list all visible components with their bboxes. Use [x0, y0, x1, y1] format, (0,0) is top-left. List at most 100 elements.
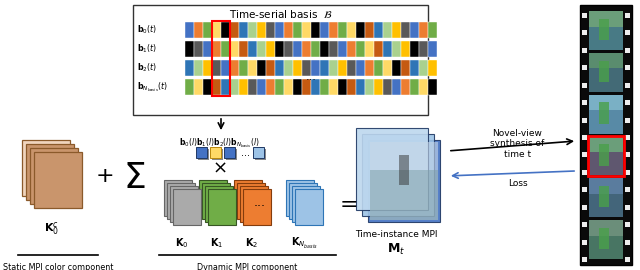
Bar — [362, 134, 434, 216]
Bar — [230, 22, 239, 38]
Bar — [257, 41, 266, 57]
Bar — [582, 83, 587, 88]
Bar — [589, 220, 623, 259]
Bar — [257, 22, 266, 38]
Bar — [311, 22, 320, 38]
Text: Loss: Loss — [508, 179, 527, 188]
Bar — [185, 60, 194, 76]
Bar — [582, 100, 587, 105]
Bar — [625, 100, 630, 105]
Text: $\mathbf{K}_{N_{basis}}$: $\mathbf{K}_{N_{basis}}$ — [291, 236, 317, 251]
Bar — [582, 13, 587, 18]
Bar — [224, 147, 235, 158]
Bar — [167, 183, 195, 219]
Text: $\mathbf{b}_{N_{basis}}(t)$: $\mathbf{b}_{N_{basis}}(t)$ — [137, 80, 168, 94]
Bar — [392, 79, 401, 95]
Bar — [410, 60, 419, 76]
Text: Dynamic MPI component: Dynamic MPI component — [197, 263, 298, 270]
Bar — [589, 26, 623, 50]
Bar — [338, 79, 347, 95]
Bar — [311, 60, 320, 76]
Bar — [368, 140, 440, 222]
Bar — [185, 41, 194, 57]
Bar — [266, 79, 275, 95]
Bar — [625, 222, 630, 227]
Bar — [302, 79, 311, 95]
Bar — [275, 22, 284, 38]
Text: $\mathbf{K}_0$: $\mathbf{K}_0$ — [175, 236, 189, 250]
Bar — [392, 60, 401, 76]
Bar — [248, 79, 257, 95]
Bar — [240, 186, 268, 222]
Bar — [311, 41, 320, 57]
Bar — [248, 41, 257, 57]
Bar — [625, 117, 630, 123]
Bar — [365, 79, 374, 95]
Bar — [589, 68, 623, 92]
Bar — [428, 60, 437, 76]
Bar — [599, 19, 609, 40]
Bar — [194, 41, 203, 57]
Text: $\mathbf{b}_1(t)$: $\mathbf{b}_1(t)$ — [137, 43, 157, 55]
Text: Static MPI color component: Static MPI color component — [3, 263, 113, 270]
Bar — [401, 22, 410, 38]
Bar — [248, 22, 257, 38]
Bar — [625, 13, 630, 18]
Bar — [212, 41, 221, 57]
Bar — [164, 180, 192, 216]
Bar — [243, 189, 271, 225]
Bar — [374, 60, 383, 76]
Bar — [208, 189, 236, 225]
Bar — [410, 22, 419, 38]
Bar — [625, 48, 630, 53]
Bar — [302, 22, 311, 38]
Bar — [599, 102, 609, 124]
Text: $\mathbf{M}_t$: $\mathbf{M}_t$ — [387, 242, 405, 257]
Bar — [338, 41, 347, 57]
Bar — [582, 205, 587, 210]
Bar — [292, 186, 320, 222]
Bar — [599, 228, 609, 249]
Bar — [347, 41, 356, 57]
Bar — [239, 22, 248, 38]
Text: ...: ... — [241, 147, 250, 157]
Bar — [293, 60, 302, 76]
Bar — [202, 183, 230, 219]
Bar — [589, 152, 623, 175]
Bar — [582, 257, 587, 262]
Bar — [293, 22, 302, 38]
Bar — [203, 41, 212, 57]
Bar — [212, 21, 230, 96]
Text: $=$: $=$ — [335, 193, 357, 213]
Bar — [253, 147, 264, 158]
Bar — [289, 183, 317, 219]
Bar — [255, 149, 266, 160]
Text: ...: ... — [254, 197, 266, 210]
Bar — [625, 83, 630, 88]
Bar — [210, 147, 221, 158]
Bar — [401, 60, 410, 76]
Text: $\mathbf{b}_0(l)\mathbf{b}_1(l)\mathbf{b}_2(l)\mathbf{b}_{N_{basis}}(l)$: $\mathbf{b}_0(l)\mathbf{b}_1(l)\mathbf{b… — [179, 136, 259, 150]
Text: Time-serial basis  $\mathcal{B}$: Time-serial basis $\mathcal{B}$ — [228, 8, 332, 20]
Bar — [589, 110, 623, 133]
Bar — [320, 79, 329, 95]
Bar — [194, 22, 203, 38]
Text: $\mathbf{b}_2(t)$: $\mathbf{b}_2(t)$ — [137, 62, 157, 74]
Bar — [392, 22, 401, 38]
Bar — [239, 79, 248, 95]
Bar — [329, 22, 338, 38]
Bar — [221, 41, 230, 57]
Bar — [284, 41, 293, 57]
Bar — [266, 41, 275, 57]
Bar — [588, 136, 624, 176]
Bar — [293, 79, 302, 95]
Bar — [356, 41, 365, 57]
Bar — [284, 22, 293, 38]
Bar — [370, 170, 438, 220]
Bar — [356, 60, 365, 76]
Bar — [365, 22, 374, 38]
Bar — [582, 135, 587, 140]
Bar — [589, 178, 623, 217]
Text: $\times$: $\times$ — [212, 159, 227, 177]
Bar — [185, 79, 194, 95]
